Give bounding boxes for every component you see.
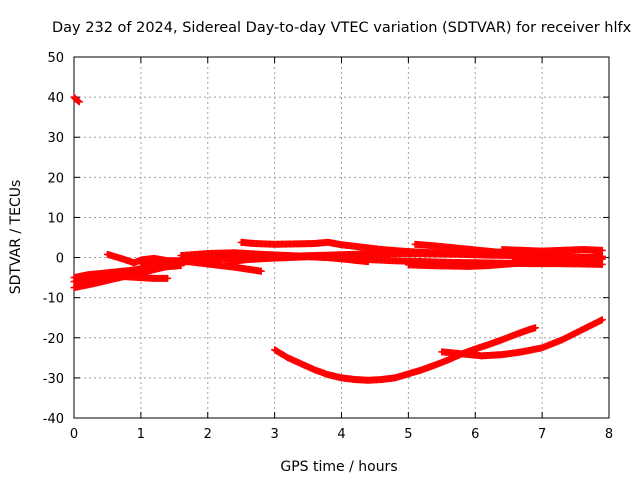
y-tick-label: -20 (43, 332, 64, 347)
x-tick-label: 3 (270, 427, 278, 442)
x-tick-label: 5 (404, 427, 412, 442)
y-tick-labels: -40 -30 -20 -10 0 10 20 30 40 50 (43, 51, 64, 427)
y-tick-label: 50 (47, 51, 64, 66)
data-marks (70, 93, 606, 384)
data-point (164, 274, 172, 282)
data-point (598, 246, 606, 254)
y-axis-label: SDTVAR / TECUs (8, 180, 24, 295)
y-tick-label: 10 (47, 211, 64, 226)
grid (74, 57, 609, 418)
data-point (364, 258, 372, 266)
data-point (531, 324, 539, 332)
y-tick-label: 0 (56, 252, 64, 267)
chart-title: Day 232 of 2024, Sidereal Day-to-day VTE… (52, 20, 632, 36)
data-point (598, 316, 606, 324)
x-tick-label: 6 (471, 427, 479, 442)
x-tick-label: 1 (137, 427, 145, 442)
y-tick-label: -30 (43, 372, 64, 387)
data-point (257, 267, 265, 275)
x-tick-label: 2 (204, 427, 212, 442)
data-point (75, 98, 83, 106)
y-tick-label: 30 (47, 131, 64, 146)
x-tick-label: 7 (538, 427, 546, 442)
y-tick-label: 20 (47, 171, 64, 186)
y-tick-label: 40 (47, 91, 64, 106)
y-tick-label: -40 (43, 412, 64, 427)
x-axis-label: GPS time / hours (280, 459, 397, 475)
x-tick-label: 8 (605, 427, 613, 442)
x-tick-labels: 0 1 2 3 4 5 6 7 8 (70, 427, 613, 442)
x-tick-label: 4 (337, 427, 345, 442)
y-tick-label: -10 (43, 292, 64, 307)
data-point (74, 97, 82, 105)
x-tick-label: 0 (70, 427, 78, 442)
data-point (598, 255, 606, 263)
